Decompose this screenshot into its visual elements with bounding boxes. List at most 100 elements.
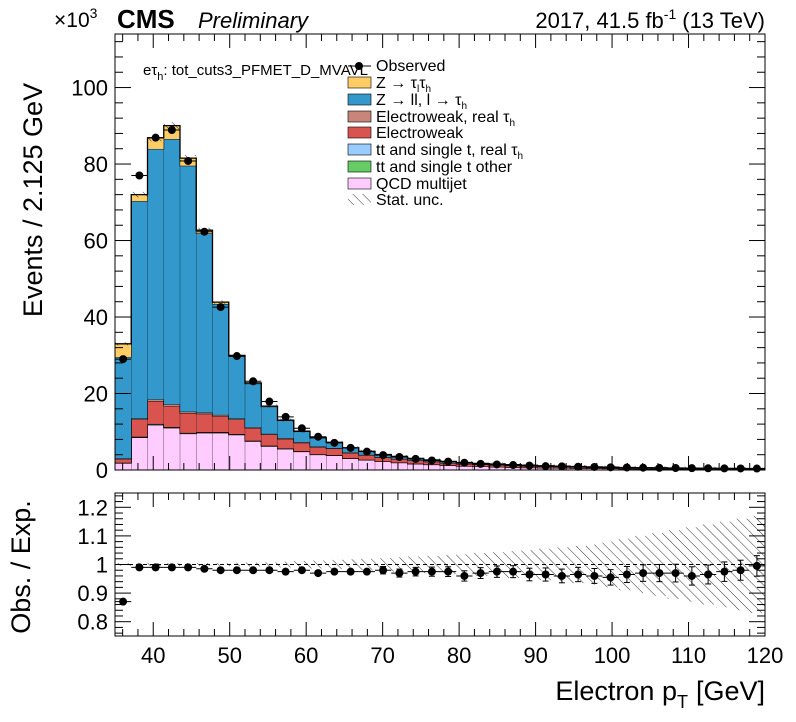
y-axis-title-bottom: Obs. / Exp. xyxy=(6,500,36,634)
observed-point xyxy=(184,156,193,165)
x-tick-label: 50 xyxy=(217,643,241,668)
stack-bar xyxy=(228,418,245,420)
observed-point xyxy=(704,464,713,473)
x-tick-label: 100 xyxy=(594,643,631,668)
stack-bar xyxy=(147,399,164,402)
observed-point xyxy=(151,133,160,142)
observed-point xyxy=(525,461,534,470)
y-tick-label: 80 xyxy=(84,152,108,177)
ratio-point xyxy=(167,563,176,572)
x-tick-label: 110 xyxy=(671,643,706,668)
x-tick-label: 80 xyxy=(447,643,471,668)
ratio-y-tick-label: 1.2 xyxy=(77,495,108,520)
observed-point xyxy=(509,461,518,470)
legend: Observed Z → τlτh Z → ll, l → τh Electro… xyxy=(347,58,523,209)
stack-bar xyxy=(163,404,180,406)
stat-unc-ratio xyxy=(358,558,375,571)
stack-bar xyxy=(196,413,213,433)
legend-entry-tt-real: tt and single t, real τh xyxy=(347,142,523,162)
ratio-point xyxy=(460,571,469,580)
ratio-point xyxy=(720,567,729,576)
stack-bar xyxy=(391,462,408,470)
stack-bar xyxy=(310,447,327,455)
ratio-point xyxy=(427,567,436,576)
x-tick-label: 40 xyxy=(141,643,165,668)
stack-bar xyxy=(277,420,294,439)
observed-point xyxy=(232,352,241,361)
legend-entry-observed: Observed xyxy=(348,58,445,75)
stack-bar xyxy=(147,401,164,424)
observed-point xyxy=(362,447,371,456)
legend-entry-statunc: Stat. unc. xyxy=(348,192,444,209)
stack-bar xyxy=(180,165,197,412)
status-label: Preliminary xyxy=(198,8,310,33)
observed-point xyxy=(281,412,290,421)
stat-unc-ratio xyxy=(407,556,424,573)
svg-text:tt and single t, real τh: tt and single t, real τh xyxy=(376,142,523,162)
stat-unc-ratio xyxy=(245,562,262,567)
ratio-y-tick-label: 0.9 xyxy=(77,581,108,606)
stack-bar xyxy=(180,413,197,433)
ratio-point xyxy=(249,566,258,575)
y-tick-label: 60 xyxy=(84,229,108,254)
x-tick-label: 120 xyxy=(747,643,784,668)
observed-point xyxy=(265,397,274,406)
observed-point xyxy=(314,432,323,441)
stack-bar xyxy=(163,405,180,428)
observed-point xyxy=(297,424,306,433)
ratio-point xyxy=(525,570,534,579)
stat-unc-ratio xyxy=(553,547,570,582)
stack-bar xyxy=(163,139,180,405)
observed-point xyxy=(379,451,388,460)
ratio-point xyxy=(639,569,648,578)
y-tick-label: 40 xyxy=(84,305,108,330)
stack-bar xyxy=(342,458,359,470)
ratio-points xyxy=(115,555,765,606)
svg-text:Stat. unc.: Stat. unc. xyxy=(376,192,444,209)
bottom-panel: 0.8 0.9 1 1.1 1.2 40 50 60 70 80 90 100 110 120 Obs. … xyxy=(6,492,784,712)
svg-text:Z → ll, l → τh: Z → ll, l → τh xyxy=(376,92,467,112)
stat-unc-ratio xyxy=(391,557,408,572)
stack-bar xyxy=(261,434,278,446)
observed-point xyxy=(330,438,339,447)
observed-point xyxy=(167,125,176,134)
stack-bar xyxy=(180,433,197,470)
stat-unc-top xyxy=(163,122,180,130)
ratio-point xyxy=(281,567,290,576)
observed-point xyxy=(200,227,209,236)
ratio-point xyxy=(444,567,453,576)
ratio-point xyxy=(200,564,209,573)
ratio-point xyxy=(330,567,339,576)
observed-point xyxy=(444,457,453,466)
svg-text:tt and single t other: tt and single t other xyxy=(376,159,513,176)
x-axis-title: Electron pT [GeV] xyxy=(555,676,765,712)
ratio-point xyxy=(752,561,761,570)
stack-bar xyxy=(245,383,262,428)
stat-unc-ratio xyxy=(293,561,310,568)
observed-point xyxy=(720,464,729,473)
ratio-point xyxy=(232,566,241,575)
stat-unc-ratio xyxy=(342,559,359,570)
stack-bar xyxy=(163,427,180,470)
stack-bar xyxy=(293,451,310,470)
ratio-point xyxy=(492,567,501,576)
ratio-point xyxy=(395,569,404,578)
stack-bar xyxy=(245,441,262,470)
observed-point xyxy=(557,462,566,471)
stack-bar xyxy=(310,454,327,470)
stack-bar xyxy=(261,406,278,434)
x-tick-label: 90 xyxy=(523,643,547,668)
ratio-point xyxy=(184,563,193,572)
y-tick-label: 0 xyxy=(96,458,108,483)
stat-unc-top xyxy=(261,404,278,408)
observed-point xyxy=(574,462,583,471)
observed-point xyxy=(216,303,225,312)
stat-unc-ratio xyxy=(456,554,473,575)
stack-bar xyxy=(310,437,327,447)
stack-bar xyxy=(423,464,440,470)
ratio-point xyxy=(557,571,566,580)
svg-text:QCD multijet: QCD multijet xyxy=(376,176,467,193)
y-axis-title-top: Events / 2.125 GeV xyxy=(18,83,48,317)
ratio-point xyxy=(314,569,323,578)
